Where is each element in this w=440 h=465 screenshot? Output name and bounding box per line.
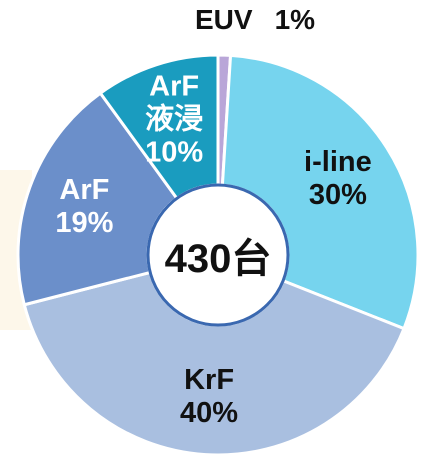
value-label: 10% xyxy=(145,136,204,169)
slice-label: EUV 1% xyxy=(195,4,315,36)
center-hole xyxy=(146,183,290,327)
category-label: EUV xyxy=(195,4,253,35)
category-label: i-line xyxy=(304,145,372,178)
value-label: 19% xyxy=(55,206,114,239)
value-label: 1% xyxy=(274,4,316,35)
center-label: 430台 xyxy=(164,237,272,281)
value-label: 30% xyxy=(308,178,367,211)
category-label: ArF液浸 xyxy=(145,70,204,136)
category-label: ArF xyxy=(59,173,110,206)
slice-label: i-line 30% xyxy=(298,146,378,212)
slice-label: ArF 19% xyxy=(44,174,124,240)
slice-label: ArF液浸 10% xyxy=(141,70,207,169)
slice-label: KrF 40% xyxy=(169,364,249,430)
value-label: 40% xyxy=(180,396,239,429)
category-label: KrF xyxy=(184,363,235,396)
